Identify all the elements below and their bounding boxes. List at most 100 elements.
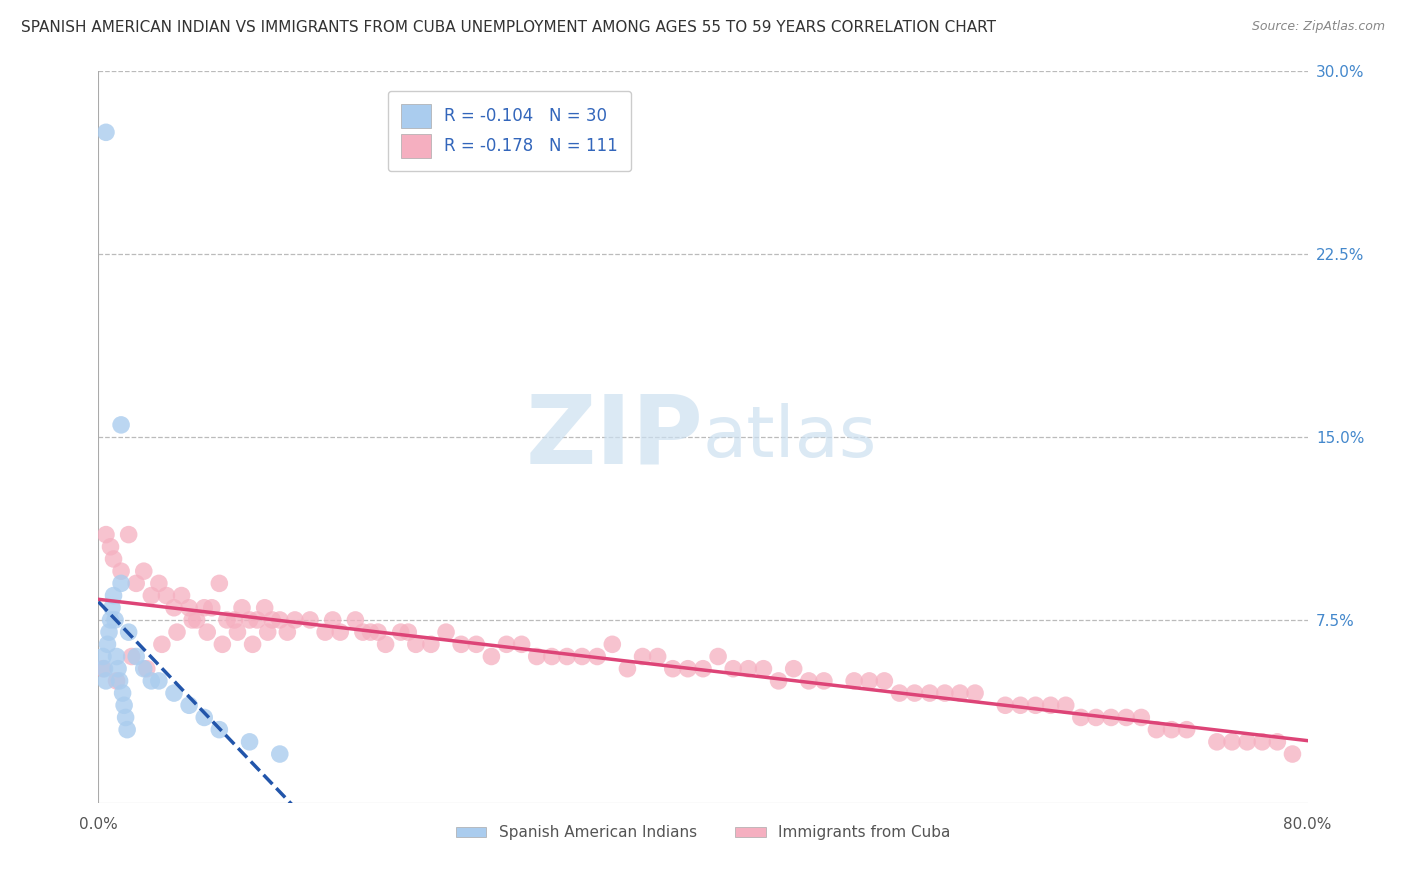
Point <box>450 637 472 651</box>
Point <box>918 686 941 700</box>
Point <box>299 613 322 627</box>
Point <box>949 686 972 700</box>
Point <box>616 662 638 676</box>
Point <box>661 662 683 676</box>
Point <box>858 673 880 688</box>
Point <box>269 747 291 761</box>
Point <box>322 613 344 627</box>
Point <box>148 673 170 688</box>
Point <box>105 649 128 664</box>
Point <box>256 625 278 640</box>
Point <box>1099 710 1122 724</box>
Point <box>737 662 759 676</box>
Point <box>118 527 141 541</box>
Point <box>181 613 204 627</box>
Point <box>105 673 128 688</box>
Point <box>555 649 578 664</box>
Point <box>186 613 208 627</box>
Point <box>934 686 956 700</box>
Point <box>110 564 132 578</box>
Point <box>121 649 143 664</box>
Point <box>873 673 896 688</box>
Point <box>98 625 121 640</box>
Point <box>526 649 548 664</box>
Point <box>329 625 352 640</box>
Point <box>211 637 233 651</box>
Point <box>389 625 412 640</box>
Point <box>110 576 132 591</box>
Point <box>481 649 503 664</box>
Point <box>965 686 987 700</box>
Point <box>510 637 533 651</box>
Point <box>1039 698 1062 713</box>
Point <box>163 686 186 700</box>
Point <box>1251 735 1274 749</box>
Point <box>96 637 118 651</box>
Point <box>374 637 396 651</box>
Point <box>904 686 927 700</box>
Point <box>114 710 136 724</box>
Point <box>118 625 141 640</box>
Point <box>1236 735 1258 749</box>
Point <box>1054 698 1077 713</box>
Point <box>396 625 419 640</box>
Point <box>1024 698 1046 713</box>
Point <box>495 637 517 651</box>
Point <box>155 589 177 603</box>
Point <box>132 564 155 578</box>
Legend: Spanish American Indians, Immigrants from Cuba: Spanish American Indians, Immigrants fro… <box>450 819 956 847</box>
Point <box>132 662 155 676</box>
Point <box>253 600 276 615</box>
Point <box>115 723 138 737</box>
Point <box>224 613 246 627</box>
Point <box>360 625 382 640</box>
Text: ZIP: ZIP <box>524 391 703 483</box>
Point <box>1206 735 1229 749</box>
Point <box>1146 723 1168 737</box>
Point <box>692 662 714 676</box>
Point <box>108 673 131 688</box>
Point <box>676 662 699 676</box>
Point <box>797 673 820 688</box>
Point <box>768 673 790 688</box>
Point <box>405 637 427 651</box>
Point <box>1010 698 1032 713</box>
Point <box>107 662 129 676</box>
Point <box>100 613 122 627</box>
Point <box>195 625 218 640</box>
Point <box>813 673 835 688</box>
Point <box>994 698 1017 713</box>
Point <box>201 600 224 615</box>
Point <box>103 552 125 566</box>
Point <box>571 649 593 664</box>
Point <box>1175 723 1198 737</box>
Point <box>284 613 307 627</box>
Point <box>602 637 624 651</box>
Point <box>239 613 262 627</box>
Point <box>112 698 135 713</box>
Point <box>111 686 134 700</box>
Point <box>148 576 170 591</box>
Point <box>166 625 188 640</box>
Point <box>1281 747 1303 761</box>
Point <box>314 625 336 640</box>
Point <box>844 673 866 688</box>
Point <box>226 625 249 640</box>
Point <box>163 600 186 615</box>
Point <box>179 698 201 713</box>
Point <box>125 649 148 664</box>
Point <box>889 686 911 700</box>
Point <box>193 710 215 724</box>
Point <box>367 625 389 640</box>
Point <box>344 613 367 627</box>
Text: Source: ZipAtlas.com: Source: ZipAtlas.com <box>1251 20 1385 33</box>
Point <box>101 600 124 615</box>
Point <box>100 540 122 554</box>
Point <box>631 649 654 664</box>
Point <box>104 613 127 627</box>
Point <box>150 637 173 651</box>
Point <box>239 735 262 749</box>
Point <box>723 662 745 676</box>
Point <box>434 625 457 640</box>
Text: SPANISH AMERICAN INDIAN VS IMMIGRANTS FROM CUBA UNEMPLOYMENT AMONG AGES 55 TO 59: SPANISH AMERICAN INDIAN VS IMMIGRANTS FR… <box>21 20 995 35</box>
